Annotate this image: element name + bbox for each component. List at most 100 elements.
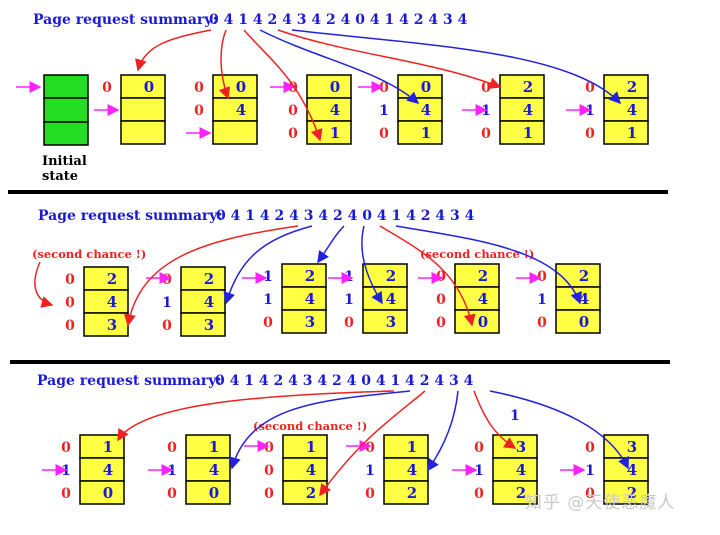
page-number: 3 <box>204 316 214 334</box>
request-page: 2 <box>420 373 435 389</box>
reference-bit: 1 <box>344 269 354 285</box>
request-page: 2 <box>326 12 341 28</box>
page-number: 1 <box>103 438 113 456</box>
request-page: 4 <box>260 208 275 224</box>
request-page: 4 <box>399 12 414 28</box>
reference-bit: 1 <box>481 103 491 119</box>
page-frame-slot <box>603 480 649 505</box>
page-number: 1 <box>306 438 316 456</box>
reference-bit: 1 <box>537 292 547 308</box>
reference-bit: 0 <box>167 486 177 502</box>
page-frame-slot <box>281 309 327 334</box>
reference-bit: 0 <box>194 80 204 96</box>
request-arrow-blue <box>229 390 411 470</box>
page-frame-slot <box>185 480 231 505</box>
request-page: 4 <box>458 12 468 28</box>
page-number: 4 <box>516 461 526 479</box>
reference-bit: 0 <box>537 315 547 331</box>
request-page: 4 <box>347 373 362 389</box>
request-page: 0 <box>209 12 224 28</box>
request-page: 4 <box>376 373 391 389</box>
reference-bit: 1 <box>61 463 71 479</box>
request-page: 3 <box>297 12 312 28</box>
request-page: 0 <box>216 208 231 224</box>
initial-frame-top <box>43 74 89 99</box>
request-page: 2 <box>332 373 347 389</box>
page-number: 4 <box>627 101 637 119</box>
page-number: 3 <box>305 313 315 331</box>
request-arrow-red <box>243 29 323 142</box>
request-page: 4 <box>288 373 303 389</box>
panel-3: Page request summary: 0 4 1 4 2 4 3 4 2 … <box>37 373 649 505</box>
page-number: 4 <box>236 101 246 119</box>
request-page: 1 <box>385 12 400 28</box>
page-number: 4 <box>330 101 340 119</box>
request-arrow-blue <box>427 390 459 472</box>
panel-3-request-sequence: 0 4 1 4 2 4 3 4 2 4 0 4 1 4 2 4 3 4 <box>215 373 474 389</box>
page-frame-slot <box>383 480 429 505</box>
page-frame-slot <box>120 120 166 145</box>
request-page: 0 <box>361 373 376 389</box>
reference-bit: 1 <box>379 103 389 119</box>
request-arrow-blue <box>489 390 629 470</box>
request-page: 2 <box>333 208 348 224</box>
request-page: 2 <box>421 208 436 224</box>
reference-bit: 0 <box>65 318 75 334</box>
reference-bit: 0 <box>436 292 446 308</box>
page-number: 4 <box>478 290 488 308</box>
reference-bit: 1 <box>344 292 354 308</box>
reference-bit: 0 <box>585 126 595 142</box>
second-chance-label: (second chance !) <box>32 247 146 261</box>
page-number: 1 <box>330 124 340 142</box>
reference-bit: 0 <box>263 315 273 331</box>
request-arrow-blue <box>259 29 420 104</box>
page-frame-slot <box>555 309 601 334</box>
panel-3-title: Page request summary: <box>37 373 222 389</box>
request-page: 4 <box>317 373 332 389</box>
page-frame-slot <box>180 312 226 337</box>
page-frame-slot <box>79 480 125 505</box>
request-page: 4 <box>311 12 326 28</box>
reference-bit: 0 <box>65 295 75 311</box>
request-page: 3 <box>443 12 458 28</box>
request-page: 4 <box>465 208 475 224</box>
request-arrow-red <box>117 390 395 442</box>
reference-bit: 0 <box>474 440 484 456</box>
request-page: 4 <box>341 12 356 28</box>
reference-bit: 1 <box>263 292 273 308</box>
page-number: 4 <box>306 461 316 479</box>
page-number: 4 <box>407 461 417 479</box>
page-number: 2 <box>306 484 316 502</box>
page-frame-slot <box>362 309 408 334</box>
watermark: 知乎 @天使恶魔人 <box>525 493 676 513</box>
request-page: 4 <box>259 373 274 389</box>
reference-bit: 1 <box>585 463 595 479</box>
reference-bit: 0 <box>585 80 595 96</box>
page-number: 2 <box>579 267 589 285</box>
request-page: 0 <box>362 208 377 224</box>
page-number: 1 <box>523 124 533 142</box>
second-chance-label: (second chance !) <box>253 419 367 433</box>
request-arrow-blue <box>361 225 383 305</box>
request-page: 4 <box>428 12 443 28</box>
reference-bit: 1 <box>585 103 595 119</box>
page-number: 2 <box>107 270 117 288</box>
reference-bit: 0 <box>162 272 172 288</box>
request-page: 4 <box>289 208 304 224</box>
reference-bit: 0 <box>264 463 274 479</box>
page-number: 2 <box>305 267 315 285</box>
reference-bit: 0 <box>474 486 484 502</box>
panel-2-title: Page request summary: <box>38 208 223 224</box>
reference-bit: 1 <box>162 295 172 311</box>
page-number: 2 <box>478 267 488 285</box>
page-number: 0 <box>330 78 340 96</box>
page-number: 0 <box>103 484 113 502</box>
extra-reference-bit: 1 <box>510 408 520 424</box>
request-page: 1 <box>392 208 407 224</box>
request-page: 4 <box>370 12 385 28</box>
reference-bit: 0 <box>61 486 71 502</box>
reference-bit: 1 <box>167 463 177 479</box>
request-page: 2 <box>274 373 289 389</box>
second-chance-arrow <box>34 261 54 308</box>
